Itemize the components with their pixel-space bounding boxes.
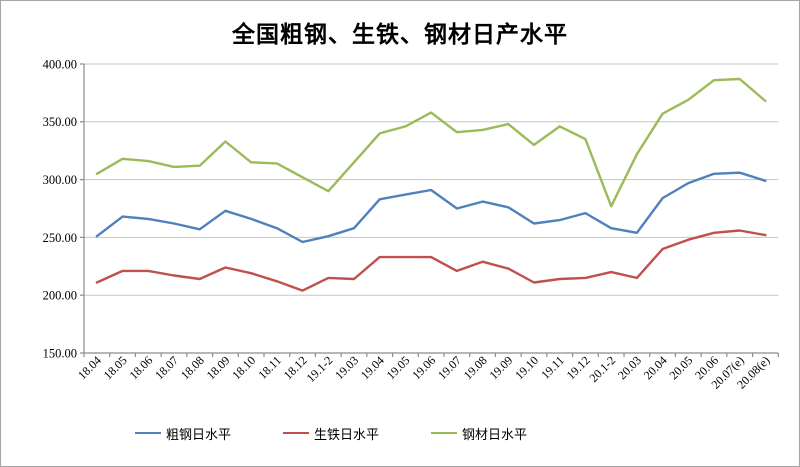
series-line-crude-steel [95,171,767,244]
x-tick-label: 18.09 [204,353,233,382]
x-tick-label: 18.07 [152,353,181,382]
x-tick-label: 19.1-2 [304,353,336,385]
x-tick-label: 19.09 [486,353,515,382]
y-tick-label: 400.00 [43,57,77,71]
x-tick-label: 18.06 [126,353,155,382]
legend-swatch-pig-iron [283,432,309,434]
y-tick-label: 200.00 [43,289,77,303]
x-tick-label: 20.04 [641,353,670,382]
legend-item-pig-iron: 生铁日水平 [283,424,379,442]
x-tick-label: 19.07 [435,353,464,382]
legend-label-pig-iron: 生铁日水平 [314,426,380,442]
x-tick-label: 19.11 [538,353,567,382]
legend-swatch-steel-products [431,432,457,434]
legend-swatch-crude-steel [135,432,161,434]
y-tick-label: 250.00 [43,231,77,245]
y-tick-label: 300.00 [43,173,77,187]
x-tick-label: 19.04 [358,353,387,382]
series-line-pig-iron [95,229,767,292]
x-tick-label: 18.08 [178,353,207,382]
x-tick-label: 18.05 [101,353,130,382]
x-tick-label: 19.08 [461,353,490,382]
x-tick-label: 18.10 [229,353,258,382]
x-tick-label: 20.03 [615,353,644,382]
legend-item-crude-steel: 粗钢日水平 [135,424,231,442]
x-tick-label: 18.11 [255,353,284,382]
x-tick-label: 19.10 [512,353,541,382]
chart-legend: 粗钢日水平 生铁日水平 钢材日水平 [1,424,799,442]
x-tick-label: 20.1-2 [586,353,618,385]
x-tick-label: 19.06 [409,353,438,382]
x-tick-label: 19.05 [384,353,413,382]
legend-label-crude-steel: 粗钢日水平 [166,426,232,442]
legend-item-steel-products: 钢材日水平 [431,424,527,442]
y-tick-label: 150.00 [43,346,77,360]
series-line-steel-products [95,77,767,208]
x-tick-label: 19.03 [332,353,361,382]
legend-label-steel-products: 钢材日水平 [462,426,528,442]
x-tick-label: 20.05 [666,353,695,382]
y-tick-label: 350.00 [43,115,77,129]
chart-title: 全国粗钢、生铁、钢材日产水平 [232,22,568,47]
x-tick-label: 18.04 [75,353,104,382]
